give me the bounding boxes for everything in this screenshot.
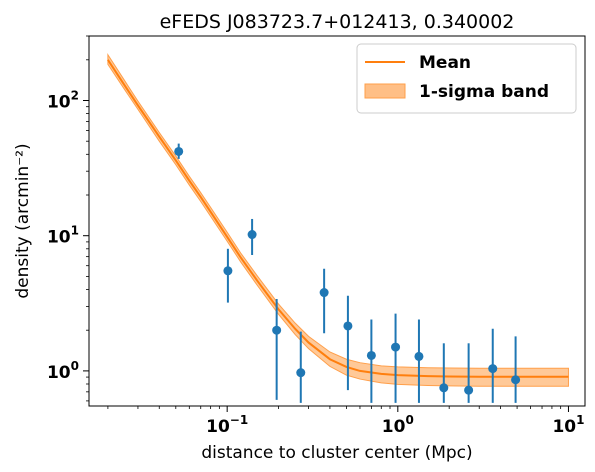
axes-frame — [88, 35, 586, 407]
data-point — [488, 364, 498, 374]
y-tick-label: 102 — [47, 89, 79, 113]
x-tick-label: 100 — [382, 413, 414, 437]
mean-line — [107, 59, 569, 378]
data-point — [174, 146, 184, 156]
data-point — [223, 266, 233, 276]
data-point — [391, 342, 401, 352]
y-axis-label: density (arcmin⁻²) — [13, 143, 33, 298]
data-point — [319, 288, 329, 298]
legend-mean-label: Mean — [419, 53, 471, 73]
data-point — [296, 368, 306, 378]
data-point — [247, 230, 257, 240]
data-point — [439, 383, 449, 393]
sigma-band — [107, 53, 569, 387]
data-point — [464, 385, 474, 395]
chart-title: eFEDS J083723.7+012413, 0.340002 — [160, 11, 515, 33]
legend-band-swatch — [364, 83, 406, 99]
legend-box — [356, 43, 577, 114]
legend: Mean 1-sigma band — [356, 43, 577, 114]
data-point — [414, 351, 424, 361]
plot-area — [107, 53, 569, 403]
data-point — [272, 325, 282, 335]
data-point — [343, 321, 353, 331]
data-point — [511, 375, 521, 385]
x-axis-label: distance to cluster center (Mpc) — [201, 443, 472, 463]
data-point — [366, 350, 376, 360]
legend-band-label: 1-sigma band — [419, 82, 549, 102]
